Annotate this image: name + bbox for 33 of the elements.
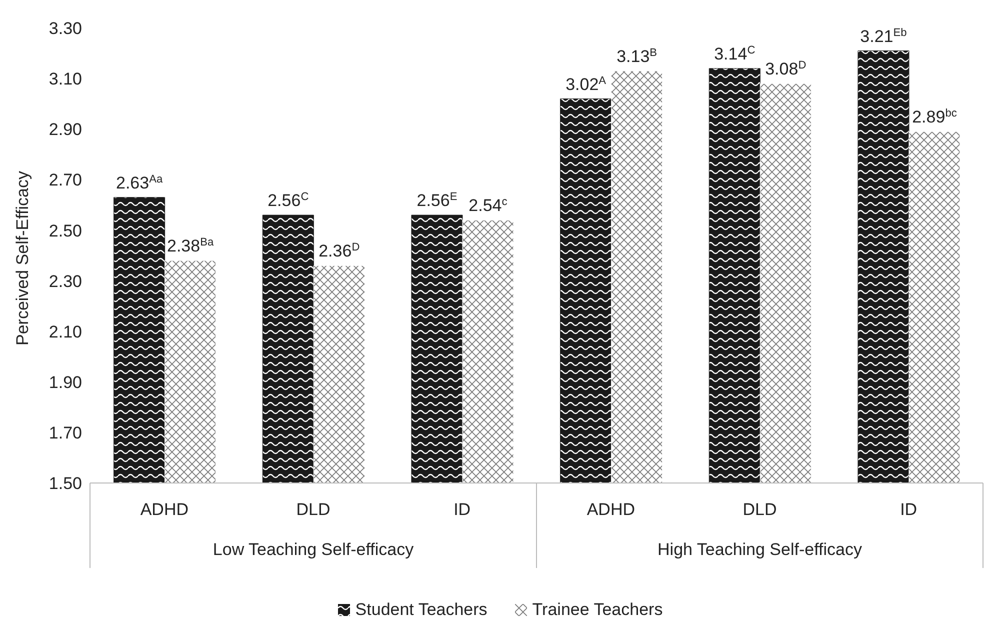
x-tick-label: DLD — [742, 500, 777, 520]
x-tick-label: ADHD — [586, 500, 636, 520]
data-label: 3.02$^{A}$ — [566, 74, 607, 94]
text: Low Teaching Self-efficacy — [212, 540, 414, 559]
y-tick-label: 2.30 — [48, 272, 82, 291]
y-tick-label: 2.70 — [48, 170, 82, 190]
legend-label: Student Teachers — [354, 600, 488, 620]
y-tick-label: 1.50 — [48, 474, 82, 494]
data-label: 2.89$^{bc}$ — [912, 108, 958, 127]
data-label: 3.08$^{D}$ — [765, 60, 806, 79]
x-tick-label: ID — [454, 500, 471, 520]
x-tick-label: ID — [900, 500, 918, 520]
data-label: 2.63$^{Aa}$ — [116, 173, 164, 192]
y-axis-title: Perceived Self-Efficacy — [13, 170, 32, 346]
y-tick-label: 3.10 — [48, 70, 82, 89]
legend-label: Trainee Teachers — [531, 600, 663, 620]
data-label: 2.56$^{C}$ — [268, 191, 309, 210]
y-tick-label: 3.30 — [48, 19, 82, 38]
x-tick-label: ADHD — [140, 500, 189, 520]
data-label: 3.13$^{B}$ — [616, 46, 658, 66]
y-tick-label: 2.90 — [48, 120, 82, 140]
data-label: 2.56$^{E}$ — [416, 191, 458, 210]
x-tick-label: DLD — [296, 500, 330, 520]
data-label: 3.14$^{C}$ — [714, 44, 756, 64]
data-label: 3.21$^{Eb}$ — [860, 26, 907, 46]
data-label: 2.36$^{D}$ — [318, 242, 360, 261]
y-tick-label: 1.70 — [48, 423, 82, 442]
y-tick-label: 2.10 — [48, 322, 82, 342]
y-tick-label: 2.50 — [48, 221, 82, 240]
data-label: 2.38$^{Ba}$ — [167, 236, 214, 256]
y-tick-label: 1.90 — [48, 372, 82, 392]
data-label: 2.54$^{c}$ — [468, 196, 508, 216]
text: High Teaching Self-efficacy — [658, 540, 862, 559]
